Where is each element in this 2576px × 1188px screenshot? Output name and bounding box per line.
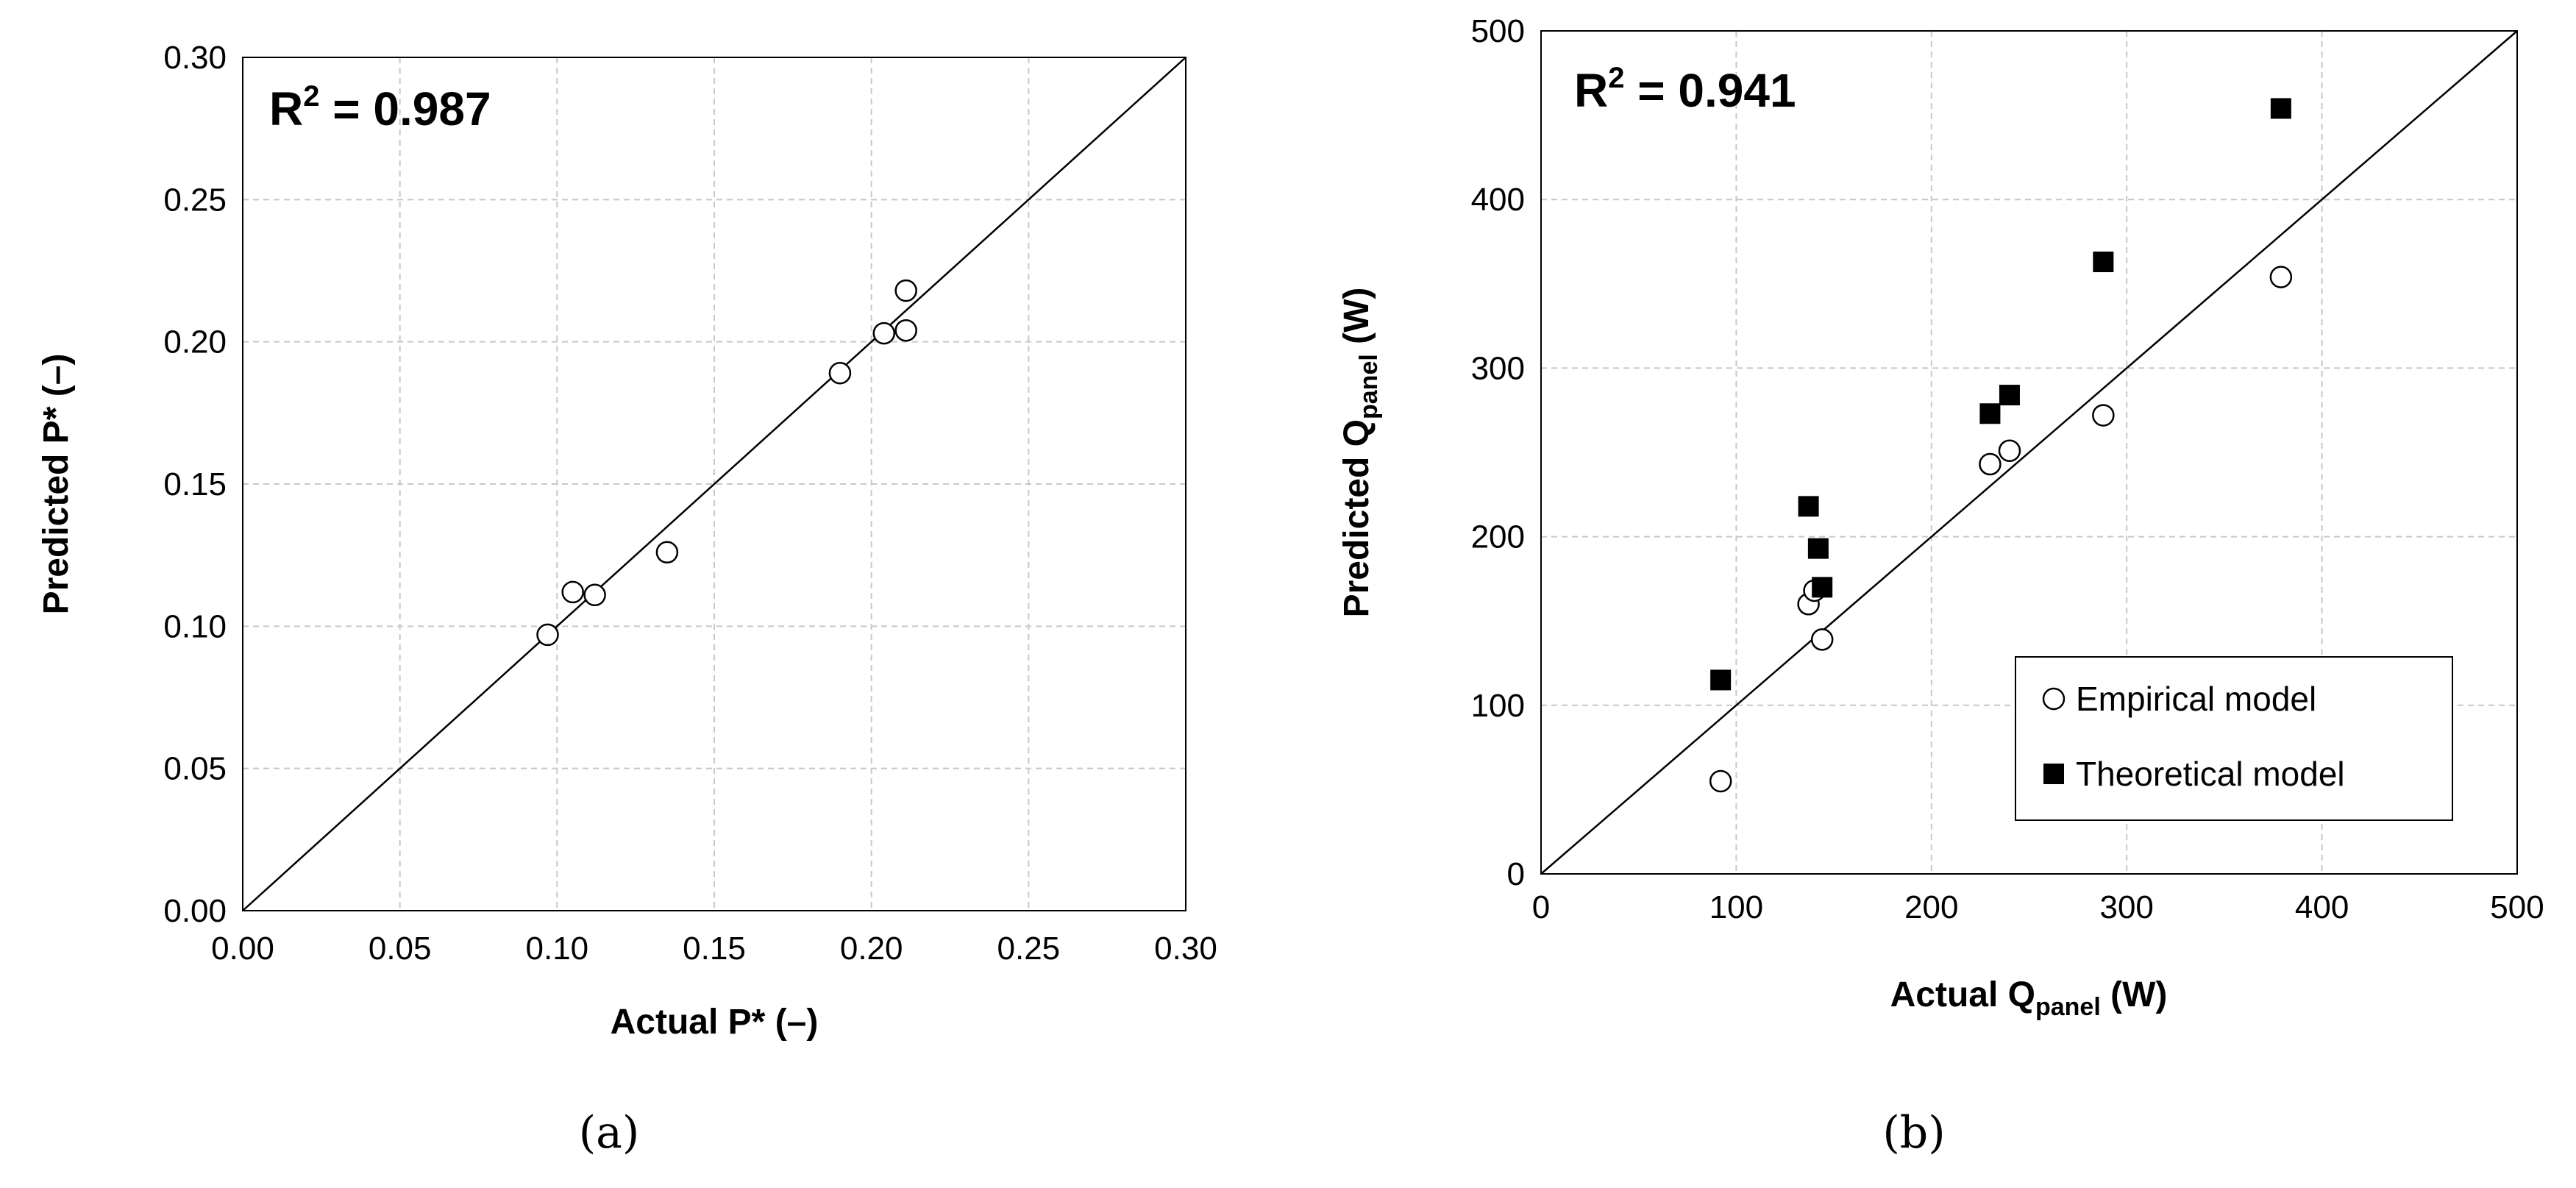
chart-b-legend-box [2015,656,2453,821]
chart-a-panel-label: (a) [579,1107,640,1159]
chart-b-circle-point [1810,628,1834,651]
chart-b-y-tick-label: 300 [1471,350,1525,386]
chart-b-x-tick-label: 500 [2490,889,2544,925]
chart-b-panel-label: (b) [1882,1107,1945,1159]
chart-b-circle-point [2092,404,2115,427]
chart-a-y-axis-label: Predicted P* (–) [37,354,76,615]
chart-b-square-point [1710,669,1732,691]
chart-a-circle-point [872,321,896,345]
chart-b-y-tick-label: 0 [1507,856,1525,892]
chart-b-square-point [1798,496,1819,517]
chart-a-y-tick-label: 0.20 [163,324,227,360]
chart-a-y-tick-label: 0.25 [163,182,227,218]
chart-b-y-tick-label: 400 [1471,182,1525,218]
chart-b: 0 100 200 300 400 500 0 100 200 300 400 500 R2 = 0… [1337,13,2544,1159]
chart-b-x-ticks: 0 100 200 300 400 500 [1532,889,2544,925]
chart-b-circle-point [1998,439,2021,462]
chart-b-circle-point [1709,769,1732,793]
chart-a-x-tick-label: 0.30 [1154,931,1217,967]
chart-b-square-point [1812,577,1833,598]
chart-a-circle-point [894,279,917,302]
chart-b-x-tick-label: 0 [1532,889,1550,925]
chart-a: 0.00 0.05 0.10 0.15 0.20 0.25 0.30 0.00 0.05 0.1… [37,40,1217,1159]
chart-a-x-tick-label: 0.20 [840,931,903,967]
chart-a-points [536,279,917,647]
chart-a-x-tick-label: 0.10 [526,931,589,967]
chart-a-circle-point [561,580,584,604]
chart-a-y-tick-label: 0.00 [163,893,227,929]
chart-b-square-point [1979,403,2001,424]
chart-b-y-tick-label: 100 [1471,688,1525,724]
chart-b-y-tick-label: 500 [1471,13,1525,49]
legend-empirical-marker [2042,687,2066,711]
chart-a-circle-point [655,541,679,564]
chart-b-x-tick-label: 100 [1709,889,1763,925]
chart-b-y-tick-label: 200 [1471,519,1525,555]
chart-b-identity-line [1540,30,2518,875]
chart-b-circle-point [1979,452,2002,476]
chart-a-x-axis-label: Actual P* (–) [611,1003,819,1042]
chart-a-x-ticks: 0.00 0.05 0.10 0.15 0.20 0.25 0.30 [211,931,1217,967]
chart-a-plot-area [242,57,1186,911]
chart-a-r2-annotation: R2 = 0.987 [269,80,491,135]
chart-a-y-tick-label: 0.30 [163,40,227,76]
chart-a-x-tick-label: 0.00 [211,931,274,967]
chart-a-x-tick-label: 0.05 [369,931,432,967]
chart-a-identity-line [242,57,1186,911]
legend-theoretical-label: Theoretical model [2076,755,2345,793]
chart-b-square-point [2093,252,2114,273]
chart-b-plot-area [1540,30,2518,875]
chart-a-x-tick-label: 0.25 [997,931,1061,967]
chart-a-circle-point [583,583,606,607]
chart-a-x-tick-label: 0.15 [683,931,746,967]
chart-a-circle-point [894,319,917,342]
chart-a-circle-point [828,361,852,385]
chart-a-y-tick-label: 0.10 [163,608,227,644]
chart-b-x-axis-label: Actual Qpanel (W) [1890,975,2168,1021]
chart-b-y-axis-label: Predicted Qpanel (W) [1337,288,1383,618]
chart-b-points [1709,98,2293,793]
chart-b-x-tick-label: 400 [2295,889,2349,925]
chart-b-circle-point [2269,266,2293,288]
chart-b-y-ticks: 0 100 200 300 400 500 [1471,13,1525,892]
chart-b-x-tick-label: 300 [2099,889,2153,925]
chart-b-legend: Empirical model Theoretical model [2015,656,2453,821]
legend-theoretical-marker [2043,764,2064,784]
chart-b-x-tick-label: 200 [1904,889,1958,925]
chart-b-square-point [1807,538,1829,559]
legend-empirical-label: Empirical model [2076,680,2316,718]
chart-a-y-ticks: 0.00 0.05 0.10 0.15 0.20 0.25 0.30 [163,40,227,929]
chart-b-r2-annotation: R2 = 0.941 [1574,62,1796,117]
chart-a-circle-point [536,623,559,647]
chart-a-y-tick-label: 0.05 [163,751,227,787]
chart-a-y-tick-label: 0.15 [163,466,227,502]
chart-b-square-point [1999,385,2020,406]
chart-b-square-point [2270,98,2291,119]
